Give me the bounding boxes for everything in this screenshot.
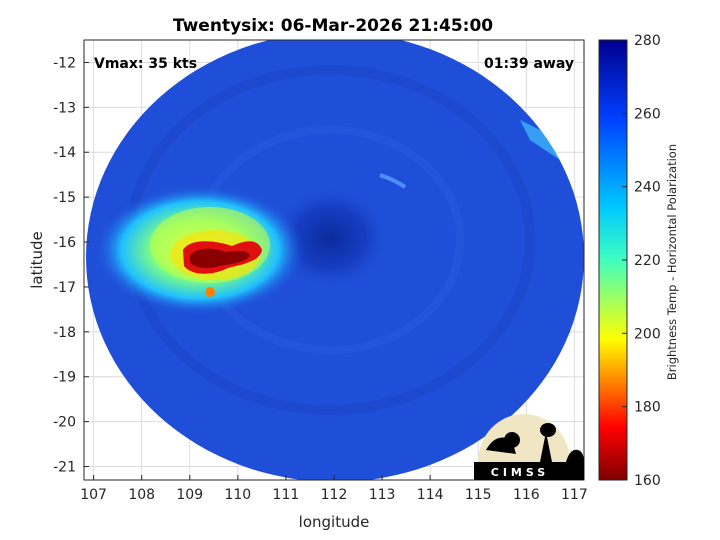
y-tick-label: -19 (53, 370, 76, 386)
x-tick-label: 110 (224, 487, 251, 503)
vmax-label: Vmax: 35 kts (94, 56, 197, 72)
x-tick-label: 107 (80, 487, 107, 503)
y-tick-label: -21 (53, 460, 76, 476)
x-tick-label: 111 (273, 487, 300, 503)
colorbar-tick-label: 200 (634, 326, 661, 342)
x-tick-label: 112 (321, 487, 348, 503)
colorbar-ticks: 160 180 200 220 240 260 280 (622, 33, 661, 489)
y-tick-label: -14 (53, 145, 76, 161)
cimss-logo: CIMSS (474, 414, 584, 480)
x-tick-label: 117 (561, 487, 588, 503)
x-tick-label: 114 (417, 487, 444, 503)
y-tick-label: -12 (53, 55, 76, 71)
y-tick-label: -18 (53, 325, 76, 341)
swath-image (86, 40, 584, 480)
x-tick-label: 113 (369, 487, 396, 503)
chart-title: Twentysix: 06-Mar-2026 21:45:00 (173, 16, 493, 36)
colorbar-tick-label: 220 (634, 253, 661, 269)
y-axis-label: latitude (28, 231, 46, 289)
y-tick-label: -15 (53, 190, 76, 206)
x-tick-label: 116 (513, 487, 540, 503)
colorbar-tick-label: 180 (634, 400, 661, 416)
colorbar-tick-label: 240 (634, 180, 661, 196)
axis-ticks: 107 108 109 110 111 112 113 114 115 116 117 -12 -13 -… (53, 55, 588, 503)
colorbar-label: Brightness Temp - Horizontal Polarizatio… (665, 144, 679, 380)
x-axis-label: longitude (299, 513, 370, 531)
x-tick-label: 108 (128, 487, 155, 503)
colorbar-tick-label: 160 (634, 473, 661, 489)
x-tick-label: 115 (465, 487, 492, 503)
time-away-label: 01:39 away (484, 56, 574, 72)
y-tick-label: -16 (53, 235, 76, 251)
logo-text: CIMSS (491, 466, 549, 479)
y-tick-label: -17 (53, 280, 76, 296)
colorbar-tick-label: 260 (634, 106, 661, 122)
y-tick-label: -13 (53, 100, 76, 116)
colorbar-tick-label: 280 (634, 33, 661, 49)
y-tick-label: -20 (53, 415, 76, 431)
x-tick-label: 109 (176, 487, 203, 503)
